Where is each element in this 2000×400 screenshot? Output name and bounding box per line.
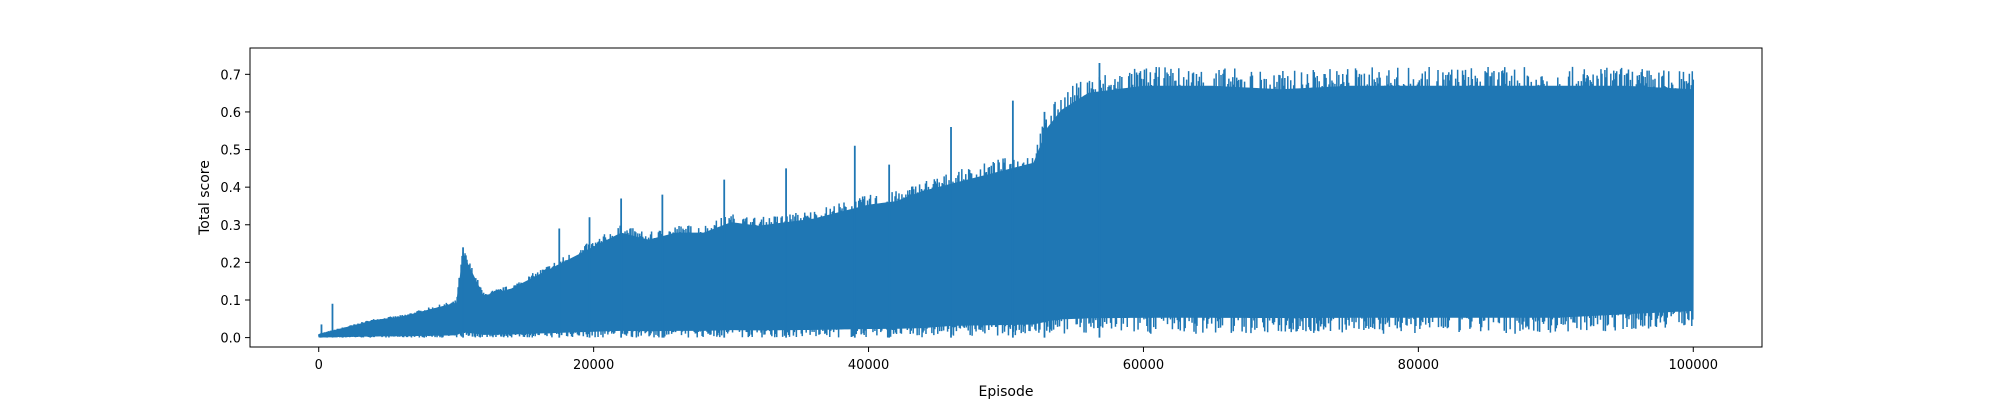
y-axis-label: Total score [197, 160, 213, 236]
x-tick-label: 60000 [1123, 358, 1164, 373]
y-axis: 0.0 0.1 0.2 0.3 0.4 0.5 0.6 0.7 [220, 68, 250, 347]
plot-area [317, 63, 1695, 338]
y-tick-label: 0.6 [220, 106, 241, 121]
x-tick-label: 40000 [848, 358, 889, 373]
y-tick-label: 0.7 [220, 68, 241, 83]
y-tick-label: 0.1 [220, 294, 241, 309]
y-tick-label: 0.5 [220, 144, 241, 159]
x-tick-label: 100000 [1668, 358, 1718, 373]
x-tick-label: 20000 [573, 358, 614, 373]
axes-frame [249, 47, 1763, 348]
y-tick-label: 0.3 [220, 219, 241, 234]
y-tick-label: 0.0 [220, 332, 241, 347]
x-tick-label: 0 [315, 358, 323, 373]
y-tick-label: 0.4 [220, 181, 241, 196]
x-axis-label: Episode [979, 384, 1034, 400]
y-tick-label: 0.2 [220, 256, 241, 271]
x-tick-label: 80000 [1398, 358, 1439, 373]
x-axis: 0 20000 40000 60000 80000 100000 [315, 347, 1718, 373]
